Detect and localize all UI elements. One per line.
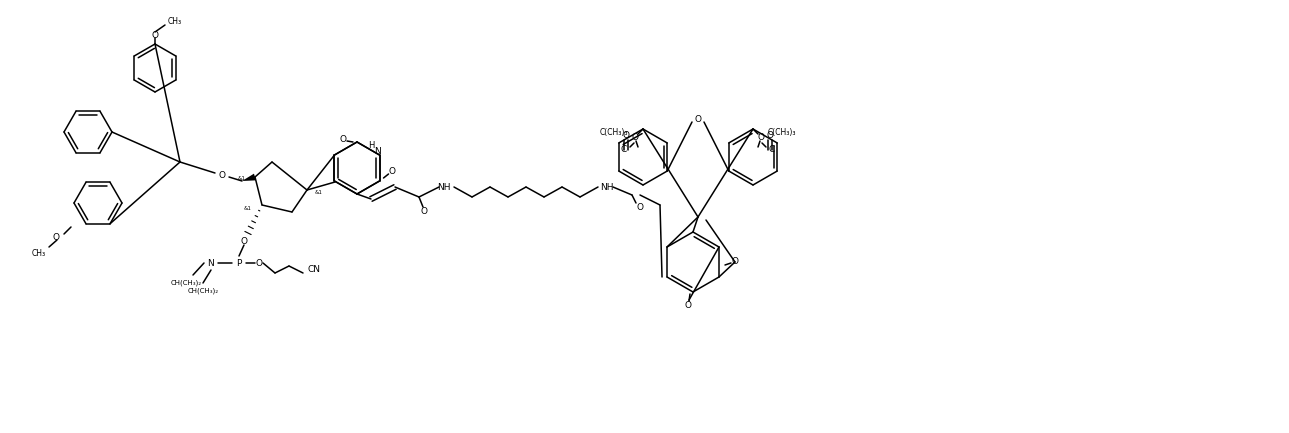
Text: C: C (621, 145, 628, 154)
Text: NH: NH (601, 182, 614, 191)
Text: O: O (695, 114, 701, 123)
Text: CH₃: CH₃ (168, 16, 182, 26)
Text: O: O (255, 259, 263, 268)
Text: O: O (388, 167, 394, 175)
Text: O: O (53, 233, 59, 242)
Text: N: N (374, 146, 380, 155)
Text: CN: CN (308, 265, 321, 275)
Text: O: O (767, 130, 773, 139)
Text: O: O (731, 258, 739, 266)
Text: O: O (684, 301, 691, 310)
Text: CH(CH₃)₂: CH(CH₃)₂ (187, 288, 219, 294)
Text: O: O (420, 207, 428, 216)
Text: H: H (369, 142, 375, 151)
Text: O: O (623, 130, 629, 139)
Text: &1: &1 (315, 190, 324, 194)
Polygon shape (242, 174, 257, 181)
Text: O: O (241, 236, 247, 246)
Text: P: P (236, 259, 242, 268)
Text: N: N (208, 259, 214, 268)
Text: O: O (637, 203, 643, 211)
Text: CH₃: CH₃ (32, 249, 46, 258)
Text: O: O (219, 171, 226, 180)
Text: CH(CH₃)₂: CH(CH₃)₂ (170, 280, 201, 286)
Text: C: C (768, 145, 775, 154)
Text: C(CH₃)₃: C(CH₃)₃ (768, 127, 797, 136)
Text: &1: &1 (244, 206, 251, 210)
Text: O: O (758, 133, 764, 142)
Text: O: O (152, 30, 159, 39)
Text: O: O (632, 133, 638, 142)
Text: O: O (339, 136, 347, 145)
Text: NH: NH (437, 182, 451, 191)
Text: &1: &1 (238, 177, 246, 181)
Text: C(CH₃)₃: C(CH₃)₃ (599, 127, 628, 136)
